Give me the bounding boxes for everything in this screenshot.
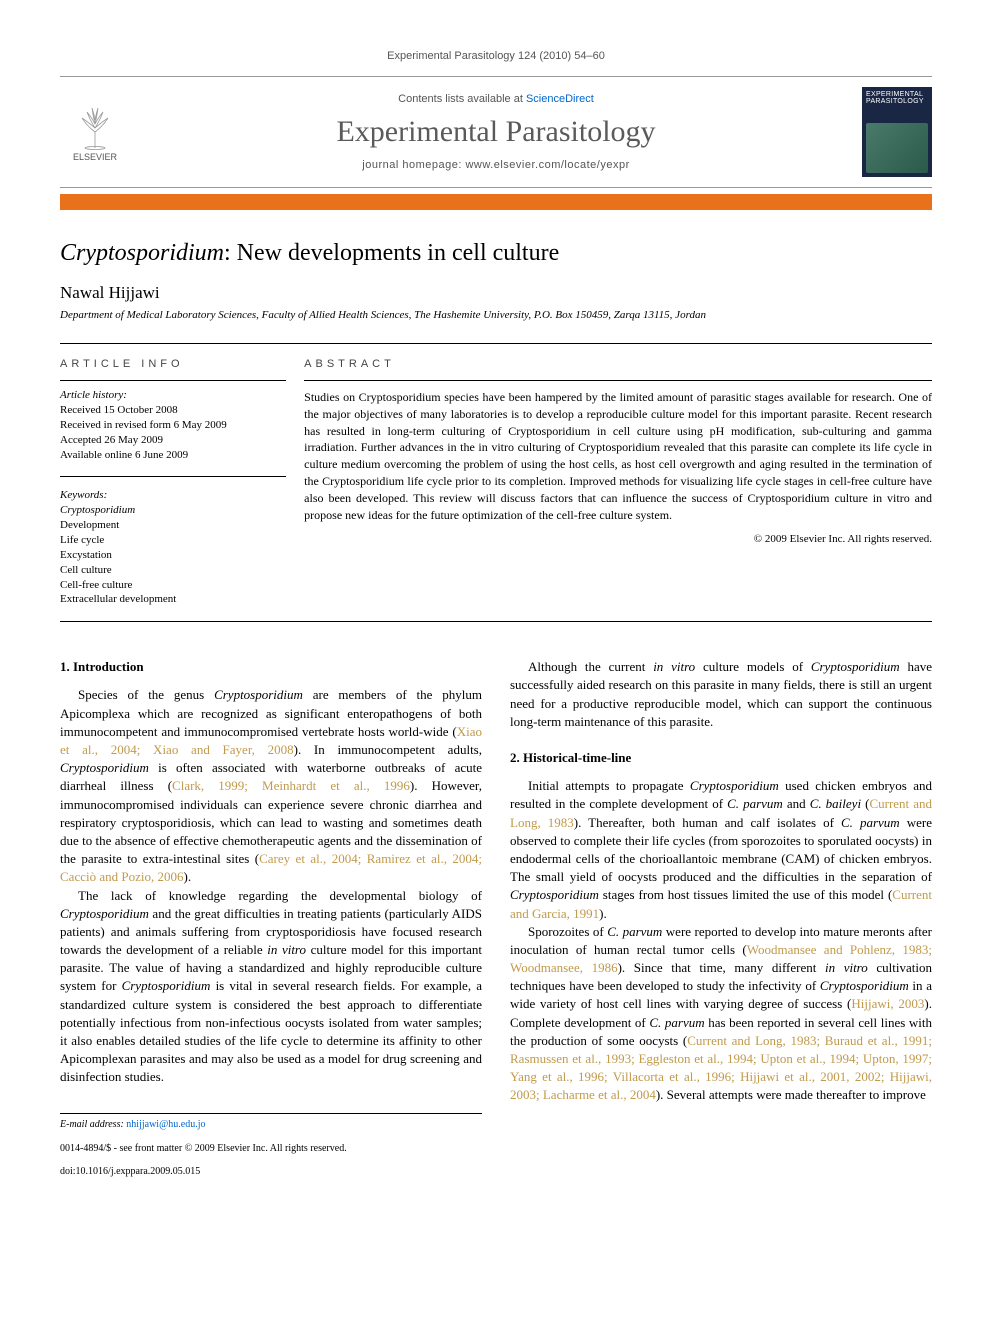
term-invitro: in vitro [653,659,695,674]
sciencedirect-link[interactable]: ScienceDirect [526,93,594,105]
abstract-divider [304,380,932,381]
t: ). Several attempts were made thereafter… [656,1087,926,1102]
term-crypto: Cryptosporidium [811,659,900,674]
keyword: Excystation [60,548,286,563]
citation-link[interactable]: Clark, 1999; Meinhardt et al., 1996 [172,778,410,793]
term-cparvum: C. parvum [841,815,900,830]
issn-line: 0014-4894/$ - see front matter © 2009 El… [60,1142,482,1155]
doi-line: doi:10.1016/j.exppara.2009.05.015 [60,1165,482,1178]
term-cbaileyi: C. baileyi [810,796,861,811]
hist-para-1: Initial attempts to propagate Cryptospor… [510,777,932,923]
article-info-block: ARTICLE INFO Article history: Received 1… [60,344,304,621]
homepage-prefix: journal homepage: [362,159,465,171]
keyword: Cell culture [60,563,286,578]
journal-header: ELSEVIER Contents lists available at Sci… [60,76,932,188]
cover-label-main: PARASITOLOGY [866,98,928,105]
t: and [783,796,810,811]
t: ). [599,906,607,921]
elsevier-tree-icon [70,102,120,152]
term-crypto: Cryptosporidium [690,778,779,793]
body-columns: 1. Introduction Species of the genus Cry… [60,658,932,1177]
history-line: Accepted 26 May 2009 [60,433,286,448]
keyword: Cryptosporidium [60,503,286,518]
t: Species of the genus [78,687,214,702]
info-abstract-row: ARTICLE INFO Article history: Received 1… [60,343,932,622]
info-divider-2 [60,476,286,477]
t: Sporozoites of [528,924,607,939]
publisher-name: ELSEVIER [73,152,117,162]
term-crypto: Cryptosporidium [60,906,149,921]
keyword: Life cycle [60,533,286,548]
journal-cover-thumb: EXPERIMENTAL PARASITOLOGY [862,87,932,177]
term-cparvum: C. parvum [607,924,662,939]
history-line: Available online 6 June 2009 [60,448,286,463]
title-italic: Cryptosporidium [60,240,224,266]
journal-title: Experimental Parasitology [130,115,862,149]
term-crypto: Cryptosporidium [60,760,149,775]
term-crypto: Cryptosporidium [510,887,599,902]
article-info-heading: ARTICLE INFO [60,358,286,370]
keyword: Cell-free culture [60,578,286,593]
t: Initial attempts to propagate [528,778,690,793]
email-label: E-mail address: [60,1119,126,1130]
abstract-copyright: © 2009 Elsevier Inc. All rights reserved… [304,533,932,545]
email-link[interactable]: nhijjawi@hu.edu.jo [126,1119,205,1130]
section-heading-history: 2. Historical-time-line [510,749,932,767]
term-invitro: in vitro [825,960,868,975]
author-affiliation: Department of Medical Laboratory Science… [60,309,932,321]
history-label: Article history: [60,389,286,401]
hist-para-2: Sporozoites of C. parvum were reported t… [510,923,932,1105]
accent-bar [60,194,932,210]
footer-block: E-mail address: nhijjawi@hu.edu.jo 0014-… [60,1113,482,1178]
t: culture models of [695,659,811,674]
t: ). [183,869,191,884]
t: Although the current [528,659,653,674]
t: ). Thereafter, both human and calf isola… [574,815,841,830]
t: stages from host tissues limited the use… [599,887,892,902]
section-heading-intro: 1. Introduction [60,658,482,676]
info-divider-1 [60,380,286,381]
title-rest: : New developments in cell culture [224,240,559,266]
page-container: Experimental Parasitology 124 (2010) 54–… [0,0,992,1228]
abstract-text: Studies on Cryptosporidium species have … [304,389,932,523]
intro-para-2: The lack of knowledge regarding the deve… [60,887,482,1087]
publisher-logo: ELSEVIER [60,102,130,162]
contents-prefix: Contents lists available at [398,93,526,105]
email-line: E-mail address: nhijjawi@hu.edu.jo [60,1118,482,1132]
keywords-label: Keywords: [60,489,286,501]
t: The lack of knowledge regarding the deve… [78,888,482,903]
contents-lists-line: Contents lists available at ScienceDirec… [130,93,862,105]
citation-link[interactable]: Hijjawi, 2003 [851,996,924,1011]
cover-image-placeholder [866,123,928,173]
intro-para-1: Species of the genus Cryptosporidium are… [60,686,482,886]
author-name: Nawal Hijjawi [60,283,932,303]
keyword: Development [60,518,286,533]
col2-para-1: Although the current in vitro culture mo… [510,658,932,731]
t: is vital in several research fields. For… [60,978,482,1084]
history-line: Received in revised form 6 May 2009 [60,418,286,433]
keywords-block: Keywords: Cryptosporidium Development Li… [60,489,286,607]
cover-label-top: EXPERIMENTAL [866,91,928,98]
left-column: 1. Introduction Species of the genus Cry… [60,658,482,1177]
journal-homepage: journal homepage: www.elsevier.com/locat… [130,159,862,171]
history-line: Received 15 October 2008 [60,403,286,418]
article-title: Cryptosporidium: New developments in cel… [60,240,932,267]
term-crypto: Cryptosporidium [122,978,211,993]
running-head: Experimental Parasitology 124 (2010) 54–… [60,50,932,62]
term-invitro: in vitro [267,942,306,957]
right-column: Although the current in vitro culture mo… [510,658,932,1177]
t: ). In immunocompetent adults, [294,742,482,757]
term-cparvum: C. parvum [727,796,783,811]
journal-center: Contents lists available at ScienceDirec… [130,93,862,171]
term-crypto: Cryptosporidium [214,687,303,702]
t: ). Since that time, many different [618,960,825,975]
term-crypto: Cryptosporidium [820,978,909,993]
abstract-block: ABSTRACT Studies on Cryptosporidium spec… [304,344,932,621]
term-cparvum: C. parvum [649,1015,704,1030]
homepage-url[interactable]: www.elsevier.com/locate/yexpr [465,159,629,171]
keyword: Extracellular development [60,592,286,607]
abstract-heading: ABSTRACT [304,358,932,370]
